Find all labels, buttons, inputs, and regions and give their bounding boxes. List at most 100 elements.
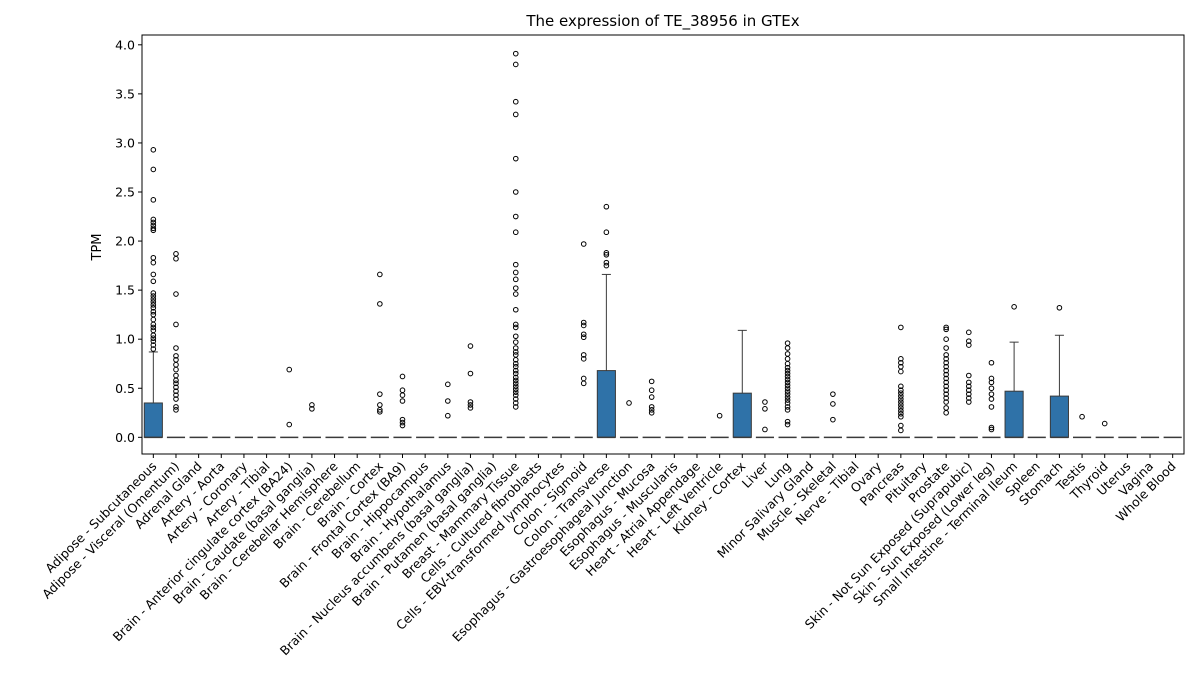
outlier-point: [648, 409, 655, 416]
outlier-point: [445, 398, 451, 404]
outlier-point: [784, 418, 791, 425]
outlier-point: [512, 400, 519, 406]
box-group: [461, 343, 480, 439]
outlier-point: [399, 392, 406, 398]
outlier-point: [512, 363, 519, 370]
outlier-point: [512, 377, 519, 384]
outlier-point: [150, 259, 157, 266]
outlier-point: [150, 308, 157, 315]
outlier-point: [150, 290, 157, 296]
outlier-point: [512, 324, 519, 331]
box-group: [506, 50, 525, 439]
outlier-point: [784, 397, 791, 403]
outlier-point: [512, 111, 519, 118]
outlier-point: [512, 213, 519, 220]
outlier-point: [445, 412, 451, 419]
outlier-point: [966, 399, 972, 405]
box-group: [959, 329, 978, 439]
outlier-point: [580, 334, 587, 341]
outlier-point: [898, 410, 904, 417]
outlier-point: [1011, 304, 1017, 310]
outlier-point: [943, 356, 949, 362]
outlier-point: [173, 345, 179, 351]
outlier-point: [512, 339, 519, 345]
box-group: [1049, 304, 1069, 439]
outlier-point: [512, 285, 519, 291]
outlier-point: [966, 379, 972, 386]
outlier-point: [648, 387, 655, 394]
outlier-point: [898, 402, 904, 408]
box-group: [619, 400, 639, 439]
box-group: [937, 324, 956, 439]
outlier-point: [603, 259, 610, 266]
outlier-point: [173, 291, 179, 297]
outlier-point: [898, 390, 904, 396]
outlier-point: [512, 333, 519, 340]
outlier-point: [377, 407, 383, 413]
outlier-point: [512, 404, 519, 410]
outlier-point: [512, 155, 519, 162]
outlier-point: [445, 381, 451, 388]
outlier-point: [377, 409, 383, 415]
y-axis: 0.0 0.5 1.0 1.5 2.0 2.5 3.0 3.5 4.0: [115, 37, 142, 445]
outlier-point: [966, 329, 972, 336]
outlier-point: [150, 296, 157, 302]
outlier-point: [784, 400, 791, 406]
outlier-point: [943, 324, 949, 331]
outlier-point: [966, 391, 972, 397]
outlier-point: [898, 383, 904, 390]
outlier-point: [150, 166, 157, 173]
box-group: [823, 391, 842, 439]
outlier-point: [399, 398, 406, 404]
box-group: [891, 324, 910, 439]
outlier-point: [150, 147, 157, 153]
outlier-point: [898, 408, 904, 414]
outlier-point: [603, 262, 610, 269]
outlier-point: [512, 396, 519, 402]
box: [596, 370, 616, 438]
outlier-point: [1079, 413, 1085, 420]
outlier-point: [512, 306, 519, 313]
box: [732, 392, 752, 438]
outlier-point: [603, 252, 610, 258]
outlier-point: [784, 373, 791, 380]
y-axis-label: TPM: [90, 234, 105, 262]
outlier-point: [943, 363, 949, 370]
box: [143, 402, 163, 438]
outlier-point: [173, 377, 179, 384]
outlier-point: [580, 319, 587, 326]
outlier-point: [467, 402, 474, 408]
outlier-point: [943, 379, 949, 386]
y-tick-label: 3.0: [115, 135, 135, 150]
outlier-point: [512, 261, 519, 268]
outlier-point: [580, 380, 587, 387]
outlier-point: [943, 395, 949, 401]
outlier-point: [988, 359, 995, 366]
outlier-point: [150, 332, 157, 339]
outlier-point: [988, 385, 995, 392]
outlier-point: [512, 386, 519, 393]
outlier-point: [150, 324, 157, 331]
outlier-point: [943, 352, 949, 358]
box-group: [574, 241, 593, 439]
y-tick-label: 1.5: [115, 283, 135, 298]
outlier-point: [309, 406, 315, 412]
y-tick-label: 0.0: [115, 430, 135, 445]
outlier-point: [784, 385, 791, 392]
outlier-point: [580, 356, 587, 362]
outlier-point: [173, 384, 179, 391]
box-group: [1004, 304, 1024, 439]
outlier-point: [943, 391, 949, 397]
box-group: [280, 366, 299, 439]
outlier-point: [784, 364, 791, 371]
y-tick-label: 2.0: [115, 234, 135, 249]
box-group: [393, 373, 412, 439]
outlier-point: [467, 399, 474, 405]
outlier-point: [150, 197, 157, 203]
box-group: [1073, 413, 1092, 439]
outlier-point: [150, 216, 157, 223]
outlier-point: [173, 366, 179, 373]
outlier-point: [173, 321, 179, 328]
outlier-point: [784, 407, 791, 413]
outlier-point: [943, 336, 949, 342]
